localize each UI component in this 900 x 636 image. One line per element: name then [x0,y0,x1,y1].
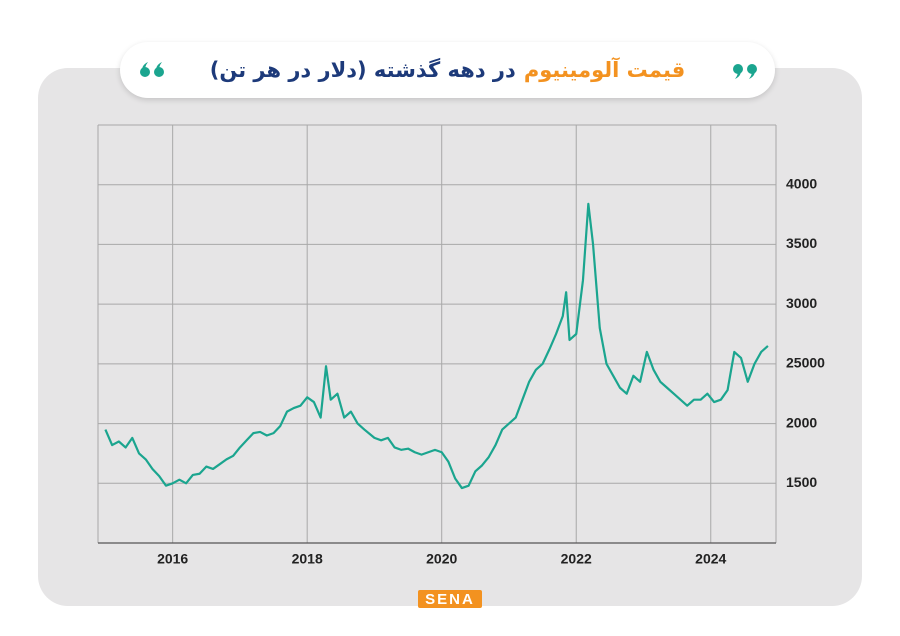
y-tick-label: 3500 [786,235,817,251]
y-tick-label: 1500 [786,474,817,490]
title-pill: قیمت آلومینیوم در دهه گذشته (دلار در هر … [120,42,775,98]
y-tick-label: 4000 [786,175,817,191]
y-tick-label: 3000 [786,295,817,311]
plot: 1500 2000 25000 3000 3500 4000 2016 2018 2020 202… [97,124,825,567]
logo: SENA [425,591,475,608]
y-tick-label: 25000 [786,355,825,371]
y-tick-label: 2000 [786,414,817,430]
x-tick-label: 2020 [426,551,457,567]
chart-title: در دهه گذشته (دلار در هر تن) [209,58,516,82]
price-line [104,202,769,490]
x-tick-label: 2016 [157,551,188,567]
logo-box [418,590,482,608]
x-tick-label: 2024 [695,551,726,567]
x-tick-label: 2022 [561,551,592,567]
panel [38,68,862,606]
x-tick-label: 2018 [292,551,323,567]
title-highlight: قیمت آلومینیوم [523,58,686,82]
